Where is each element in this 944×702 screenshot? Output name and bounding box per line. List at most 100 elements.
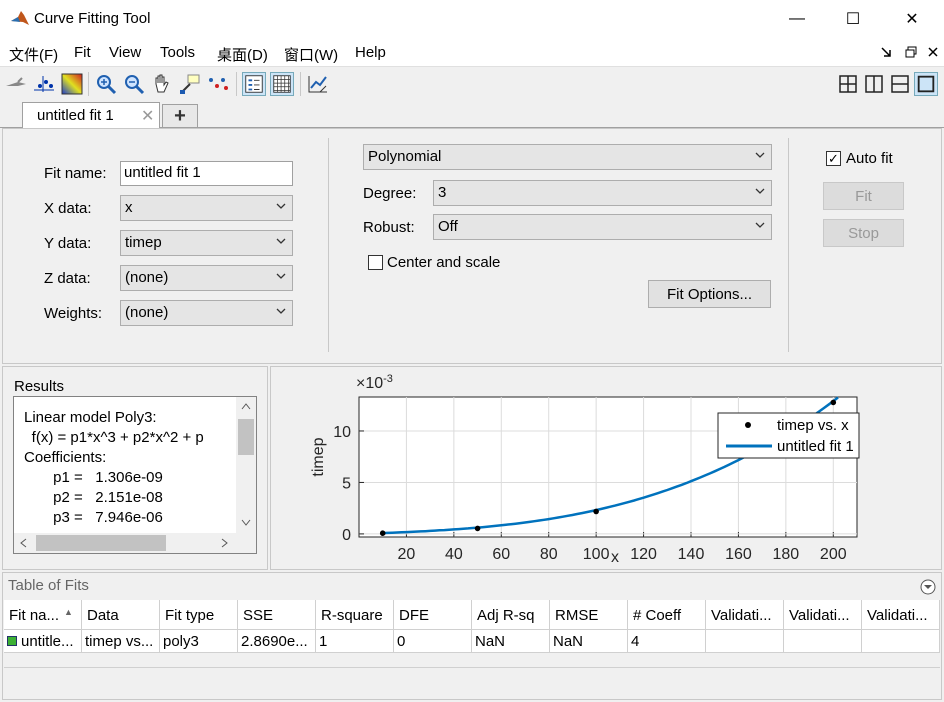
layout-single-icon[interactable] [914,72,938,96]
chevron-down-icon [755,222,765,228]
layout-rows-icon[interactable] [888,72,912,96]
data-cursor-icon[interactable] [32,72,56,96]
table-cell[interactable]: NaN [550,630,628,653]
fit-plot[interactable]: 20 40 60 80 100 120 140 160 180 200 0 5 10 ×10-3 x t… [270,366,942,570]
x-tick-label: 60 [492,546,510,563]
minimize-button[interactable]: — [789,10,805,27]
scroll-right-icon[interactable] [221,538,229,548]
close-button[interactable]: ✕ [905,11,919,28]
axes-limits-icon[interactable] [306,72,330,96]
table-cell[interactable] [862,630,940,653]
column-header[interactable]: Data [82,600,160,630]
layout-columns-icon[interactable] [862,72,886,96]
column-header[interactable]: Validati... [784,600,862,630]
column-header[interactable]: Fit na... [4,600,82,630]
menu-desktop[interactable]: 桌面(D) [217,47,268,64]
zoom-out-icon[interactable] [122,72,146,96]
matlab-logo-icon [11,11,29,25]
colormap-icon[interactable] [60,72,84,96]
robust-label: Robust: [363,219,415,236]
pan-hand-icon[interactable] [150,72,174,96]
scroll-thumb[interactable] [238,419,254,455]
scroll-down-icon[interactable] [241,519,251,527]
table-cell[interactable]: untitle... [4,630,82,653]
column-header[interactable]: Adj R-sq [472,600,550,630]
layout-grid-icon[interactable] [836,72,860,96]
column-header[interactable]: Validati... [862,600,940,630]
menu-file[interactable]: 文件(F) [9,47,59,64]
auto-fit-checkbox[interactable]: ✓ [826,151,841,166]
legend-marker-points [745,422,751,428]
column-header[interactable]: Validati... [706,600,784,630]
collapse-panel-icon[interactable] [920,579,936,595]
center-scale-label: Center and scale [387,254,501,271]
table-cell[interactable]: timep vs... [82,630,160,653]
x-tick-label: 140 [678,546,705,563]
degree-label: Degree: [363,185,417,202]
data-tip-icon[interactable] [178,72,202,96]
horizontal-scrollbar[interactable] [14,533,256,553]
column-header[interactable]: R-square [316,600,394,630]
table-cell[interactable]: 0 [394,630,472,653]
table-cell[interactable] [784,630,862,653]
zoom-in-icon[interactable] [94,72,118,96]
restore-window-icon[interactable] [905,46,917,58]
menu-fit[interactable]: Fit [74,44,91,61]
stop-button[interactable]: Stop [823,219,904,247]
menu-help[interactable]: Help [355,44,386,61]
grid-toggle-icon[interactable] [270,72,294,96]
chevron-down-icon [276,308,286,314]
tab-untitled-fit-1[interactable]: untitled fit 1 ✕ [22,102,160,129]
weights-select[interactable]: (none) [120,300,293,326]
tab-close-icon[interactable]: ✕ [141,108,155,125]
y-data-select[interactable]: timep [120,230,293,256]
table-cell[interactable] [706,630,784,653]
table-cell[interactable]: 1 [316,630,394,653]
close-panel-icon[interactable] [927,46,939,58]
x-data-select[interactable]: x [120,195,293,221]
new-fit-tab-button[interactable]: + [162,104,198,127]
fit-options-button[interactable]: Fit Options... [648,280,771,308]
table-cell[interactable]: NaN [472,630,550,653]
y-tick-label: 5 [342,475,351,492]
y-tick-label: 0 [342,527,351,544]
column-header[interactable]: # Coeff [628,600,706,630]
vertical-scrollbar[interactable] [236,397,256,533]
results-line: Linear model Poly3: [24,409,157,426]
scroll-up-icon[interactable] [241,402,251,410]
column-header[interactable]: DFE [394,600,472,630]
y-tick-label: 10 [333,424,351,441]
table-title: Table of Fits [8,577,89,594]
fit-type-select[interactable]: Polynomial [363,144,772,170]
fit-name-input[interactable]: untitled fit 1 [120,161,293,186]
table-cell[interactable]: poly3 [160,630,238,653]
column-header[interactable]: SSE [238,600,316,630]
undock-arrow-icon[interactable] [880,46,892,58]
column-header[interactable]: RMSE [550,600,628,630]
brush-data-icon[interactable] [206,72,230,96]
menu-view[interactable]: View [109,44,142,61]
panel-divider [788,138,789,352]
scroll-thumb[interactable] [36,535,166,551]
z-data-select[interactable]: (none) [120,265,293,291]
robust-select[interactable]: Off [433,214,772,240]
scroll-left-icon[interactable] [19,538,27,548]
column-header[interactable]: Fit type [160,600,238,630]
degree-value: 3 [438,184,447,201]
results-line: p3 = 7.946e-06 [24,509,163,526]
results-line: p2 = 2.151e-08 [24,489,163,506]
center-scale-checkbox[interactable] [368,255,383,270]
legend-toggle-icon[interactable] [242,72,266,96]
legend[interactable]: timep vs. x untitled fit 1 [717,412,860,459]
x-data-label: X data: [44,200,92,217]
exclude-outliers-icon[interactable] [4,72,28,96]
table-cell[interactable]: 2.8690e... [238,630,316,653]
table-cell[interactable]: 4 [628,630,706,653]
degree-select[interactable]: 3 [433,180,772,206]
menu-window[interactable]: 窗口(W) [284,47,339,64]
menu-tools[interactable]: Tools [160,44,196,61]
maximize-button[interactable]: ☐ [845,11,861,28]
results-textbox[interactable]: Linear model Poly3: f(x) = p1*x^3 + p2*x… [13,396,257,554]
fit-button[interactable]: Fit [823,182,904,210]
menu-bar [0,38,944,66]
